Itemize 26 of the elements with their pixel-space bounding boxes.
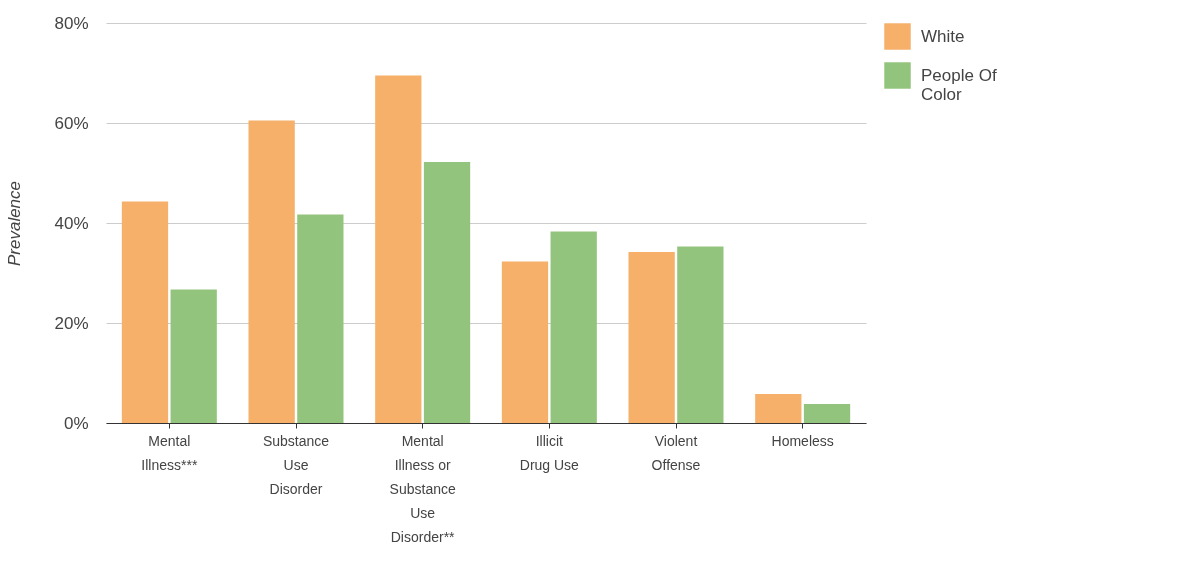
y-tick-label: 60% — [54, 113, 89, 133]
bar — [803, 404, 851, 423]
x-tick-label: Illicit Drug Use — [519, 432, 580, 473]
bar — [628, 252, 675, 423]
x-tick-label: Mental Illness or Substance Use Disorder** — [389, 432, 456, 545]
legend-label: People Of Color — [921, 65, 997, 104]
x-tick-label: Substance Use Disorder — [262, 432, 330, 497]
x-tick-label: Homeless — [771, 432, 834, 449]
bar — [170, 289, 217, 423]
bar — [121, 201, 169, 423]
y-tick-label: 80% — [54, 13, 89, 33]
bar — [423, 162, 471, 423]
y-tick-label: 20% — [54, 313, 89, 333]
y-axis-title: Prevalence — [5, 180, 25, 267]
y-tick-label: 40% — [54, 213, 89, 233]
bar — [375, 75, 422, 423]
bar — [755, 394, 802, 423]
bar — [677, 246, 724, 423]
bar — [248, 120, 295, 423]
y-tick-label: 0% — [63, 413, 89, 433]
bar — [501, 261, 549, 423]
x-tick-label: Mental Illness*** — [141, 432, 198, 473]
bar — [297, 214, 344, 423]
x-tick-label: Violent Offense — [651, 432, 701, 473]
bar — [550, 231, 597, 423]
legend-label: White — [921, 26, 965, 46]
